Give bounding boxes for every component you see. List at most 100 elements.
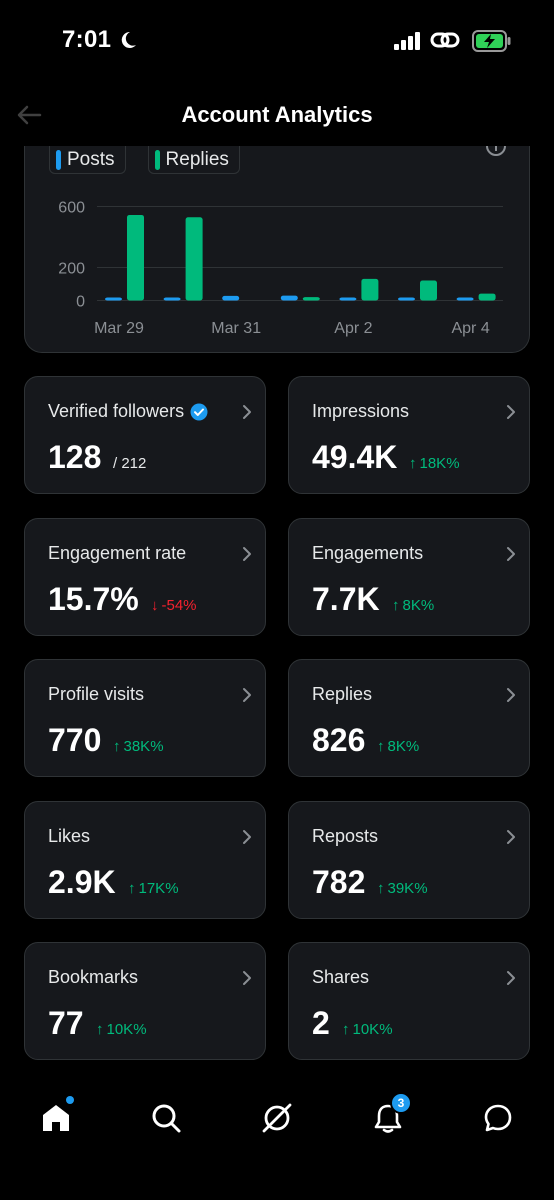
chevron-right-icon	[505, 969, 517, 992]
status-bar: 7:01	[0, 0, 554, 84]
cellular-signal-icon	[394, 32, 420, 50]
tab-home[interactable]	[36, 1096, 76, 1138]
arrow-up-icon: ↑	[409, 455, 417, 472]
metric-card-reposts[interactable]: Reposts 782 ↑ 39K%	[288, 800, 530, 919]
metric-card-engagement-rate[interactable]: Engagement rate 15.7% ↓ -54%	[24, 517, 266, 636]
metric-card-verified-followers[interactable]: Verified followers 128 / 212	[24, 376, 266, 494]
chevron-right-icon	[241, 828, 253, 851]
metric-value: 826	[312, 722, 366, 758]
metric-card-shares[interactable]: Shares 2 ↑ 10K%	[288, 942, 530, 1060]
metric-extra-text: 10K%	[352, 1021, 393, 1038]
metric-label-text: Shares	[312, 967, 370, 987]
chevron-right-icon	[505, 545, 517, 568]
home-icon	[43, 1105, 69, 1131]
legend-label-replies: Replies	[165, 148, 229, 170]
info-icon[interactable]	[485, 146, 507, 162]
metric-label: Shares	[312, 967, 369, 988]
activity-chart-card: Posts Replies 600 200 0 Mar 29 Mar 31 Apr 2 Ap…	[24, 146, 530, 353]
bar-posts	[163, 297, 181, 301]
bar-replies	[127, 214, 144, 301]
arrow-up-icon: ↑	[377, 738, 385, 755]
arrow-up-icon: ↑	[128, 879, 136, 897]
metric-label-text: Engagements	[312, 542, 424, 563]
metric-extra-text: 8K%	[387, 738, 420, 755]
status-time: 7:01	[62, 26, 112, 53]
legend-item-replies[interactable]: Replies	[147, 146, 240, 174]
metric-card-likes[interactable]: Likes 2.9K ↑ 17K%	[24, 800, 266, 919]
metric-change: ↑ 10K%	[96, 1021, 147, 1038]
tab-search[interactable]	[146, 1098, 186, 1138]
search-icon	[152, 1104, 181, 1133]
metric-value: 782	[312, 863, 366, 900]
metric-value: 770	[48, 722, 102, 758]
legend-swatch-posts	[56, 149, 61, 170]
metric-value: 2.9K	[48, 863, 116, 900]
metric-label: Engagements	[312, 543, 423, 564]
legend-label-posts: Posts	[67, 148, 115, 170]
x-tick-label: Apr 4	[451, 320, 489, 337]
tab-notifications[interactable]: 3	[368, 1092, 412, 1138]
chevron-right-icon	[241, 969, 253, 992]
metric-value: 7.7K	[312, 580, 380, 617]
metric-label: Bookmarks	[48, 967, 138, 988]
chevron-right-icon	[241, 686, 253, 709]
bar-replies	[478, 293, 496, 301]
bar-posts	[339, 297, 357, 301]
metric-card-bookmarks[interactable]: Bookmarks 77 ↑ 10K%	[24, 942, 266, 1060]
metric-extra-text: 39K%	[387, 879, 428, 897]
metric-label-text: Likes	[48, 825, 91, 846]
bar-posts	[280, 295, 298, 301]
page-title: Account Analytics	[181, 102, 373, 127]
bar-posts	[456, 297, 474, 301]
bar-posts	[222, 295, 240, 301]
metric-value: 77	[48, 1005, 84, 1041]
metric-extra-text: -54%	[161, 596, 197, 614]
arrow-up-icon: ↑	[392, 596, 400, 614]
chevron-right-icon	[505, 686, 517, 709]
metric-label-text: Verified followers	[48, 401, 185, 421]
metric-label-text: Bookmarks	[48, 967, 139, 987]
tab-grok[interactable]	[257, 1098, 297, 1138]
chevron-right-icon	[505, 828, 517, 851]
metric-card-profile-visits[interactable]: Profile visits 770 ↑ 38K%	[24, 659, 266, 777]
x-tick-label: Mar 31	[211, 320, 261, 337]
legend-item-posts[interactable]: Posts	[49, 146, 126, 174]
metric-card-engagements[interactable]: Engagements 7.7K ↑ 8K%	[288, 517, 530, 636]
messages-icon	[484, 1104, 512, 1132]
y-tick-label: 200	[58, 261, 85, 278]
notifications-badge: 3	[390, 1092, 412, 1114]
metric-label-text: Profile visits	[48, 684, 145, 704]
bar-posts	[105, 297, 122, 301]
hotspot-link-icon	[430, 32, 460, 48]
metric-label: Reposts	[312, 826, 378, 847]
metric-extra-text: 17K%	[138, 879, 179, 897]
bar-posts	[398, 297, 415, 301]
metric-label: Profile visits	[48, 684, 144, 705]
metric-extra-text: 8K%	[402, 596, 435, 614]
back-arrow-icon[interactable]	[14, 100, 44, 130]
metric-card-impressions[interactable]: Impressions 49.4K ↑ 18K%	[288, 376, 530, 494]
tab-messages[interactable]	[478, 1098, 518, 1138]
bar-chart: 600 200 0 Mar 29 Mar 31 Apr 2 Apr 4	[58, 200, 503, 337]
metric-change: ↓ -54%	[151, 597, 197, 614]
bar-replies	[185, 217, 203, 301]
legend-swatch-replies	[154, 149, 160, 170]
metric-label: Replies	[312, 684, 372, 705]
home-unread-dot	[66, 1096, 74, 1104]
metric-value: 15.7%	[48, 580, 139, 617]
metric-label-text: Engagement rate	[48, 542, 187, 563]
arrow-up-icon: ↑	[377, 879, 385, 897]
bar-replies	[302, 297, 320, 301]
metric-change: ↑ 10K%	[342, 1021, 393, 1038]
arrow-up-icon: ↑	[96, 1021, 104, 1038]
arrow-down-icon: ↓	[151, 596, 159, 614]
metric-card-replies[interactable]: Replies 826 ↑ 8K%	[288, 659, 530, 777]
metric-value: 128	[48, 439, 102, 475]
arrow-up-icon: ↑	[342, 1021, 350, 1038]
metric-label: Engagement rate	[48, 543, 186, 564]
metric-total: / 212	[113, 455, 146, 472]
chevron-right-icon	[241, 403, 253, 426]
metric-extra-text: / 212	[113, 455, 147, 472]
page-header: Account Analytics	[0, 84, 554, 146]
metric-extra-text: 18K%	[419, 455, 460, 472]
